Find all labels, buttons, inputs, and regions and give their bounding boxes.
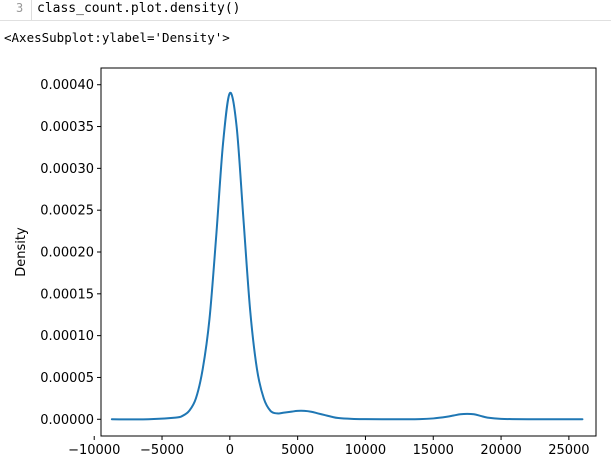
plot-area-background — [101, 68, 596, 436]
y-tick-label: 0.00015 — [40, 287, 94, 302]
x-tick-label: −10000 — [68, 443, 120, 458]
y-tick-label: 0.00030 — [40, 162, 94, 177]
x-tick-label: 15000 — [413, 443, 454, 458]
y-tick-label: 0.00000 — [40, 413, 94, 428]
y-tick-label: 0.00005 — [40, 371, 94, 386]
y-tick-label: 0.00040 — [40, 78, 94, 93]
line-number: 3 — [16, 1, 24, 15]
x-tick-label: −5000 — [140, 443, 184, 458]
y-tick-label: 0.00020 — [40, 246, 94, 261]
x-tick-label: 25000 — [548, 443, 589, 458]
y-tick-label: 0.00035 — [40, 120, 94, 135]
y-axis-label: Density — [14, 227, 29, 277]
gutter-divider — [31, 0, 32, 20]
density-series-line — [110, 91, 584, 421]
y-tick-label: 0.00010 — [40, 329, 94, 344]
x-tick-label: 5000 — [281, 443, 314, 458]
axes-frame — [100, 67, 597, 437]
x-tick-label: 10000 — [345, 443, 386, 458]
x-axis-ticks: −10000 −5000 0 5000 10000 15000 20000 25000 — [68, 436, 590, 458]
x-tick-label: 20000 — [480, 443, 521, 458]
cell-output-repr: <AxesSubplot:ylabel='Density'> — [4, 30, 230, 45]
x-tick-label: 0 — [226, 443, 234, 458]
y-axis-ticks: 0.00000 0.00005 0.00010 0.00015 0.00020 0.000… — [40, 78, 101, 428]
y-tick-label: 0.00025 — [40, 204, 94, 219]
code-cell[interactable]: 3 class_count.plot.density() — [0, 0, 611, 21]
code-line[interactable]: class_count.plot.density() — [37, 1, 241, 16]
